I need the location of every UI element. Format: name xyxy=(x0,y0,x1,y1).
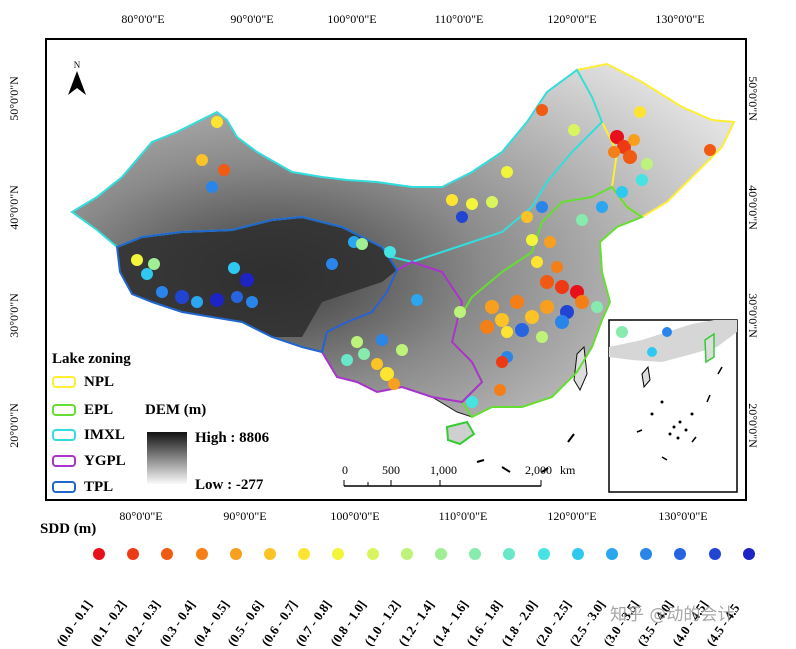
tibet-plateau xyxy=(117,217,397,337)
tpl-zone-border xyxy=(115,215,399,354)
zone-label-ygpl: YGPL xyxy=(84,452,126,469)
dem-gradient-bar xyxy=(147,432,187,484)
china-map xyxy=(70,62,738,493)
npl-zone-border xyxy=(575,62,736,219)
lat-tick-right-40: 40°0'0"N xyxy=(745,185,760,230)
zone-row-tpl: TPL xyxy=(52,479,113,495)
zone-swatch-imxl xyxy=(52,429,76,441)
scale-tick-500: 500 xyxy=(382,463,400,477)
zone-swatch-epl xyxy=(52,404,76,416)
sdd-swatch xyxy=(674,548,687,560)
sdd-title: SDD (m) xyxy=(40,521,97,537)
sdd-swatch xyxy=(195,548,208,560)
lon-tick-top-120: 120°0'0"E xyxy=(547,12,597,26)
lat-tick-left-20: 20°0'0"N xyxy=(6,403,21,448)
lat-tick-right-20: 20°0'0"N xyxy=(745,403,760,448)
sdd-swatch xyxy=(161,548,174,560)
scale-tick-0: 0 xyxy=(342,463,348,477)
lat-tick-right-50: 50°0'0"N xyxy=(745,76,760,121)
dem-title: DEM (m) xyxy=(145,402,207,418)
sdd-swatch xyxy=(93,548,105,560)
zone-row-npl: NPL xyxy=(52,374,114,390)
sdd-swatch xyxy=(229,548,242,560)
sdd-swatch xyxy=(366,548,379,560)
lon-tick-top-100: 100°0'0"E xyxy=(327,12,377,26)
zone-label-imxl: IMXL xyxy=(84,426,125,443)
lon-tick-top-80: 80°0'0"E xyxy=(121,12,165,26)
sdd-swatch xyxy=(435,548,447,560)
zone-label-tpl: TPL xyxy=(84,478,114,495)
zone-row-epl: EPL xyxy=(52,402,113,418)
lat-tick-left-40: 40°0'0"N xyxy=(6,185,21,230)
north-arrow: N xyxy=(65,60,89,101)
lon-tick-bot-80: 80°0'0"E xyxy=(119,509,163,523)
scale-tick-2000: 2,000 xyxy=(525,463,552,477)
sdd-swatch xyxy=(606,548,618,560)
lat-tick-left-50: 50°0'0"N xyxy=(6,76,21,121)
sdd-swatch xyxy=(708,548,721,560)
sdd-swatch xyxy=(400,548,413,560)
scale-bar xyxy=(343,480,542,487)
sdd-swatch xyxy=(537,548,550,560)
watermark: 知乎 @动的会计 xyxy=(610,605,735,625)
lon-tick-bot-90: 90°0'0"E xyxy=(223,509,267,523)
sdd-swatch xyxy=(264,548,276,560)
hainan-island xyxy=(445,420,476,446)
zone-swatch-ygpl xyxy=(52,455,76,467)
zone-swatch-tpl xyxy=(52,481,76,493)
lon-tick-bot-110: 110°0'0"E xyxy=(438,509,488,523)
lon-tick-bot-120: 120°0'0"E xyxy=(547,509,597,523)
lat-tick-left-30: 30°0'0"N xyxy=(6,293,21,338)
lon-tick-bot-100: 100°0'0"E xyxy=(330,509,380,523)
sdd-swatch xyxy=(571,548,584,560)
lake-zoning-title: Lake zoning xyxy=(52,351,131,367)
lon-tick-top-130: 130°0'0"E xyxy=(655,12,705,26)
zone-row-imxl: IMXL xyxy=(52,427,125,443)
zone-label-epl: EPL xyxy=(84,401,114,418)
north-label: N xyxy=(73,60,81,70)
south-sea-dashes xyxy=(476,433,575,473)
lon-tick-top-90: 90°0'0"E xyxy=(230,12,274,26)
sdd-swatch xyxy=(298,548,311,560)
lon-tick-bot-130: 130°0'0"E xyxy=(658,509,708,523)
zone-swatch-npl xyxy=(52,376,76,388)
zone-row-ygpl: YGPL xyxy=(52,453,126,469)
scale-unit: km xyxy=(560,463,576,477)
north-arrow-icon xyxy=(68,71,86,95)
scale-tick-1000: 1,000 xyxy=(430,463,457,477)
dem-high-label: High : 8806 xyxy=(195,430,270,446)
sdd-swatch xyxy=(127,548,140,560)
lake-points xyxy=(131,104,716,408)
map-frame: N Lake zoning NPL EPL IMXL YGPL TPL DEM … xyxy=(45,38,747,501)
zone-label-npl: NPL xyxy=(84,373,114,390)
sdd-swatch xyxy=(332,548,345,560)
lat-tick-right-30: 30°0'0"N xyxy=(745,293,760,338)
sdd-swatch xyxy=(503,548,516,560)
south-sea-inset xyxy=(608,319,738,493)
lon-tick-top-110: 110°0'0"E xyxy=(434,12,484,26)
sdd-swatch xyxy=(742,548,755,560)
dem-low-label: Low : -277 xyxy=(195,477,264,493)
sdd-swatch xyxy=(640,548,653,560)
sdd-swatch xyxy=(469,548,482,560)
